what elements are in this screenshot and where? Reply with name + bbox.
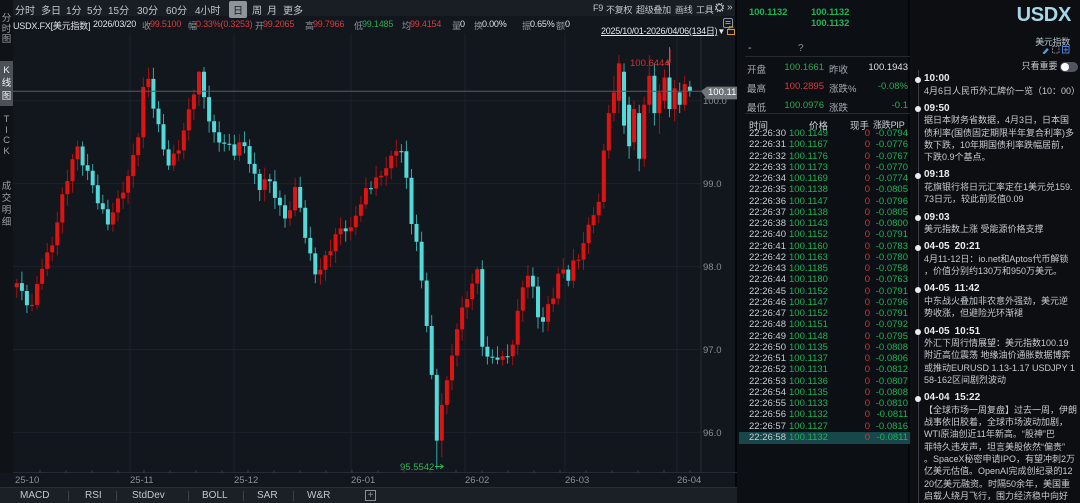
svg-text:100.6444: 100.6444 bbox=[630, 58, 670, 69]
svg-text:97.0: 97.0 bbox=[703, 345, 722, 356]
svg-text:100.0: 100.0 bbox=[703, 96, 727, 107]
svg-text:96.0: 96.0 bbox=[703, 428, 722, 439]
svg-text:99.0: 99.0 bbox=[703, 179, 722, 190]
svg-text:95.5542: 95.5542 bbox=[400, 462, 434, 473]
svg-text:98.0: 98.0 bbox=[703, 262, 722, 273]
svg-text:100.113: 100.113 bbox=[708, 87, 737, 98]
